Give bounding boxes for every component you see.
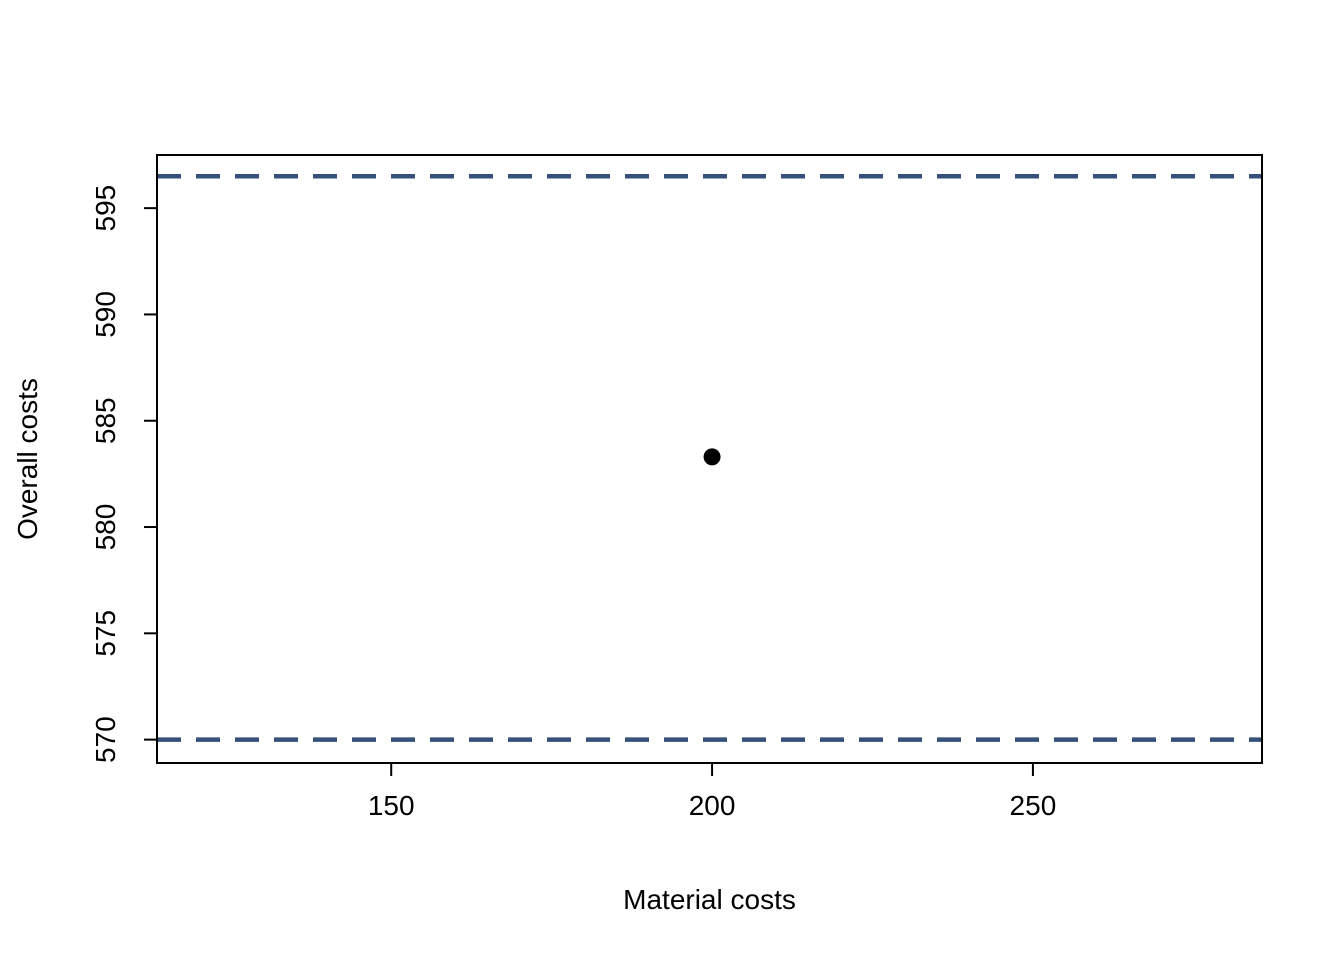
y-tick-label: 575 [90, 610, 121, 657]
y-tick-label: 595 [90, 185, 121, 232]
y-tick-label: 570 [90, 716, 121, 763]
x-axis-title: Material costs [623, 884, 796, 915]
y-axis-title: Overall costs [12, 378, 43, 540]
x-tick-label: 250 [1010, 790, 1057, 821]
x-tick-label: 200 [689, 790, 736, 821]
x-tick-label: 150 [368, 790, 415, 821]
y-tick-label: 585 [90, 397, 121, 444]
y-tick-label: 580 [90, 504, 121, 551]
data-point [703, 448, 721, 466]
y-tick-label: 590 [90, 291, 121, 338]
plot-box [156, 154, 1263, 764]
